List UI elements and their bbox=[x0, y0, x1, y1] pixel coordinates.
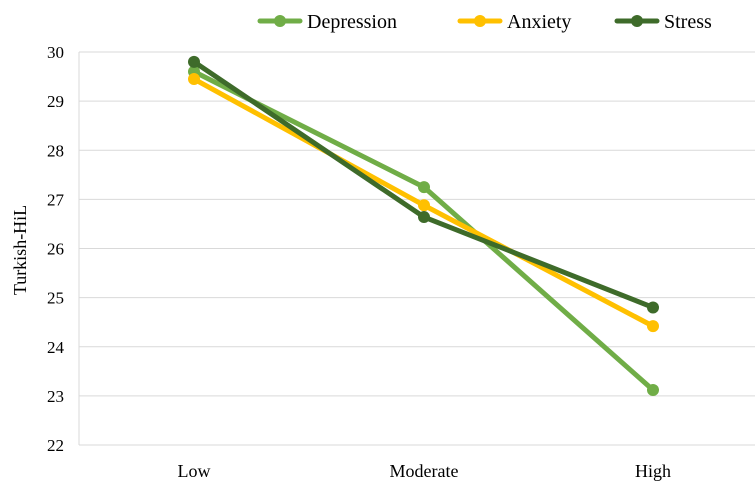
legend-label: Anxiety bbox=[507, 11, 571, 33]
y-tick-label: 28 bbox=[47, 141, 64, 160]
y-tick-label: 26 bbox=[47, 240, 64, 259]
data-point bbox=[418, 181, 430, 194]
x-tick-label: High bbox=[635, 461, 671, 481]
axis-layer: 22 23 24 25 26 27 28 29 30 Low Moderate High bbox=[47, 43, 671, 481]
y-axis-label: Turkish-HiL bbox=[10, 205, 30, 295]
y-tick-label: 23 bbox=[47, 387, 64, 406]
data-point bbox=[418, 199, 430, 212]
x-tick-label: Low bbox=[178, 461, 211, 481]
y-tick-label: 24 bbox=[47, 338, 65, 357]
series-stress bbox=[188, 55, 659, 314]
series-anxiety bbox=[188, 73, 659, 333]
data-point bbox=[188, 73, 200, 86]
legend-swatch-marker bbox=[274, 15, 286, 27]
legend-swatch-marker bbox=[631, 15, 643, 27]
data-point bbox=[647, 383, 659, 396]
legend-item: Stress bbox=[614, 11, 712, 33]
y-tick-label: 22 bbox=[47, 436, 64, 455]
y-tick-label: 27 bbox=[47, 190, 65, 209]
y-tick-label: 30 bbox=[47, 43, 64, 62]
y-tick-label: 29 bbox=[47, 92, 64, 111]
y-tick-label: 25 bbox=[47, 289, 64, 308]
legend-label: Depression bbox=[307, 11, 397, 33]
legend-item: Depression bbox=[257, 11, 397, 33]
legend: Depression Anxiety Stress bbox=[257, 11, 712, 33]
data-point bbox=[188, 55, 200, 68]
legend-item: Anxiety bbox=[457, 11, 571, 33]
series-layer bbox=[188, 55, 659, 396]
data-point bbox=[647, 320, 659, 333]
data-point bbox=[418, 211, 430, 224]
x-tick-label: Moderate bbox=[390, 461, 459, 481]
data-point bbox=[647, 301, 659, 314]
legend-label: Stress bbox=[664, 11, 712, 33]
legend-swatch-marker bbox=[474, 15, 486, 27]
